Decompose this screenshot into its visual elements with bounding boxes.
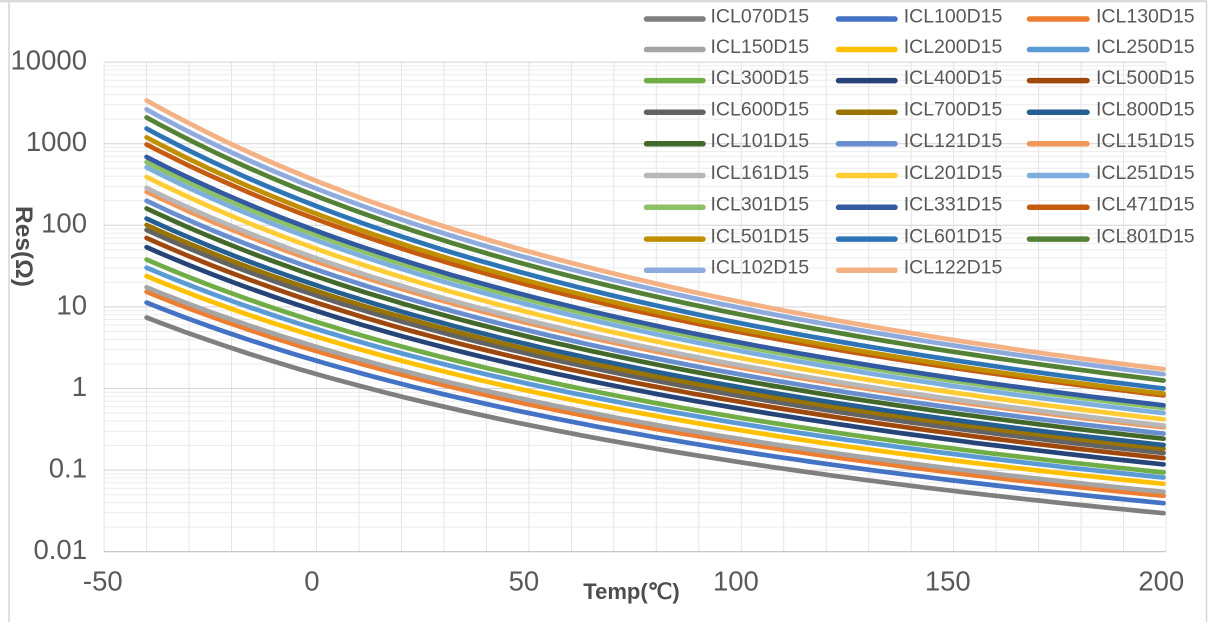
svg-text:ICL101D15: ICL101D15 <box>711 130 810 152</box>
svg-text:50: 50 <box>509 566 540 597</box>
svg-text:ICL471D15: ICL471D15 <box>1096 194 1195 216</box>
svg-text:ICL700D15: ICL700D15 <box>904 99 1003 121</box>
svg-text:ICL100D15: ICL100D15 <box>904 5 1003 27</box>
svg-text:ICL150D15: ICL150D15 <box>711 36 810 58</box>
svg-text:ICL501D15: ICL501D15 <box>711 225 810 247</box>
svg-text:150: 150 <box>925 566 971 597</box>
svg-text:10000: 10000 <box>11 45 87 76</box>
svg-text:ICL400D15: ICL400D15 <box>904 67 1003 89</box>
svg-text:ICL300D15: ICL300D15 <box>711 67 810 89</box>
svg-text:ICL600D15: ICL600D15 <box>711 99 810 121</box>
svg-text:0.1: 0.1 <box>49 453 87 484</box>
svg-text:Res(Ω): Res(Ω) <box>10 206 37 287</box>
svg-text:0: 0 <box>304 566 319 597</box>
svg-text:0.01: 0.01 <box>33 534 87 565</box>
svg-text:ICL151D15: ICL151D15 <box>1096 130 1195 152</box>
svg-text:ICL301D15: ICL301D15 <box>711 194 810 216</box>
svg-text:ICL801D15: ICL801D15 <box>1096 225 1195 247</box>
svg-text:ICL121D15: ICL121D15 <box>904 130 1003 152</box>
svg-text:ICL200D15: ICL200D15 <box>904 36 1003 58</box>
svg-text:ICL201D15: ICL201D15 <box>904 162 1003 184</box>
svg-text:ICL070D15: ICL070D15 <box>711 5 810 27</box>
svg-text:-50: -50 <box>83 566 123 597</box>
svg-text:100: 100 <box>41 207 87 238</box>
svg-text:1: 1 <box>72 371 87 402</box>
svg-text:ICL250D15: ICL250D15 <box>1096 36 1195 58</box>
svg-text:10: 10 <box>56 290 87 321</box>
svg-text:ICL102D15: ICL102D15 <box>711 257 810 279</box>
svg-text:ICL500D15: ICL500D15 <box>1096 67 1195 89</box>
svg-text:ICL601D15: ICL601D15 <box>904 225 1003 247</box>
svg-text:ICL130D15: ICL130D15 <box>1096 5 1195 27</box>
svg-text:ICL251D15: ICL251D15 <box>1096 162 1195 184</box>
svg-text:Temp(℃): Temp(℃) <box>583 579 679 604</box>
svg-text:ICL161D15: ICL161D15 <box>711 162 810 184</box>
svg-text:ICL800D15: ICL800D15 <box>1096 99 1195 121</box>
svg-text:ICL122D15: ICL122D15 <box>904 257 1003 279</box>
svg-text:1000: 1000 <box>26 126 87 157</box>
svg-text:100: 100 <box>713 566 759 597</box>
svg-text:ICL331D15: ICL331D15 <box>904 194 1003 216</box>
svg-text:200: 200 <box>1138 566 1184 597</box>
